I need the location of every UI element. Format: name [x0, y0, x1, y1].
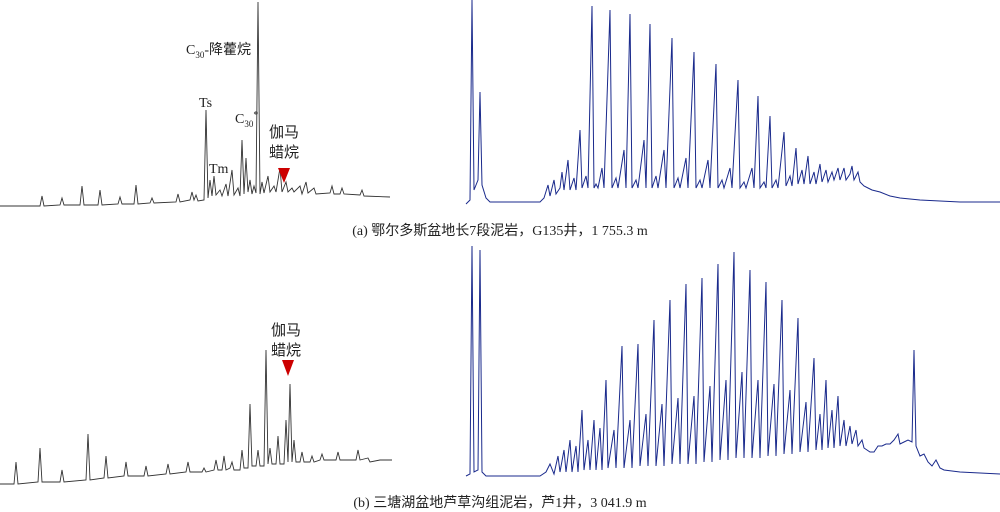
panel-b-alkane-chromatogram: [465, 245, 1000, 477]
caption-panel-a: (a) 鄂尔多斯盆地长7段泥岩，G135井，1 755.3 m: [352, 224, 648, 239]
panel-a-alkane-chromatogram: [465, 0, 1000, 205]
panel-a-biomarker-trace: [0, 1, 391, 207]
label-ts: Ts: [199, 96, 212, 111]
label-tm: Tm: [209, 162, 229, 177]
panel-a-alkane-trace: [465, 0, 1000, 205]
panel-b-biomarker-chromatogram: 伽马 蜡烷: [0, 322, 392, 485]
label-norhopane: C30-降藿烷: [186, 42, 251, 60]
gammacerane-marker-a: [278, 168, 290, 183]
panel-a-biomarker-chromatogram: C30-降藿烷 Ts Tm C30* 伽马 蜡烷: [0, 1, 391, 207]
label-gammacerane-b-line2: 蜡烷: [271, 342, 301, 359]
panel-b-alkane-trace: [465, 245, 1000, 477]
panel-b-biomarker-trace: [0, 349, 392, 485]
label-c30-star: C30*: [235, 110, 258, 129]
label-gammacerane-b-line1: 伽马: [271, 322, 301, 339]
label-gammacerane-a-line2: 蜡烷: [269, 144, 299, 161]
gammacerane-marker-b: [282, 360, 294, 376]
caption-panel-b: (b) 三塘湖盆地芦草沟组泥岩，芦1井，3 041.9 m: [353, 496, 647, 511]
label-gammacerane-a-line1: 伽马: [269, 124, 299, 141]
